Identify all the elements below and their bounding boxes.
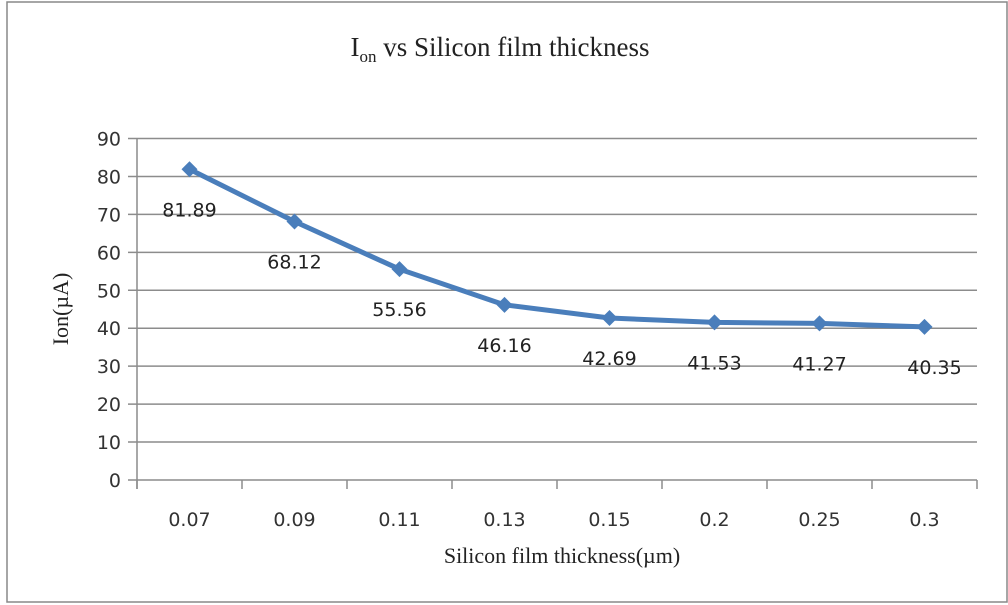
data-point — [391, 261, 408, 278]
x-tick-label: 0.2 — [699, 509, 729, 531]
x-tick-label: 0.11 — [378, 509, 420, 531]
data-label: 46.16 — [477, 335, 531, 357]
data-point — [496, 296, 513, 313]
data-label: 41.53 — [687, 352, 741, 374]
x-tick-label: 0.07 — [168, 509, 210, 531]
series-line — [188, 167, 925, 330]
data-point — [706, 314, 723, 331]
data-point — [811, 315, 828, 332]
y-axis-label: Ion(µA) — [48, 273, 73, 346]
data-point — [181, 161, 198, 178]
y-tick-label: 70 — [97, 204, 121, 226]
y-tick-label: 80 — [97, 166, 121, 188]
x-tick-label: 0.25 — [798, 509, 840, 531]
data-point — [286, 213, 303, 230]
y-tick-label: 20 — [97, 394, 121, 416]
y-tick-label: 0 — [109, 470, 121, 492]
data-label: 41.27 — [792, 353, 846, 375]
data-label: 42.69 — [582, 348, 636, 370]
data-label: 55.56 — [372, 299, 426, 321]
y-tick-label: 40 — [97, 318, 121, 340]
data-label: 81.89 — [162, 199, 216, 221]
data-label: 40.35 — [907, 357, 961, 379]
x-tick-label: 0.3 — [909, 509, 939, 531]
data-point — [916, 318, 933, 335]
y-tick-label: 60 — [97, 242, 121, 264]
chart-title: Ion vs Silicon film thickness — [351, 32, 650, 66]
y-tick-label: 50 — [97, 280, 121, 302]
x-axis-label: Silicon film thickness(µm) — [444, 543, 680, 568]
x-tick-label: 0.15 — [588, 509, 630, 531]
x-tick-label: 0.13 — [483, 509, 525, 531]
data-point — [601, 310, 618, 327]
chart-border — [6, 1, 1008, 603]
x-tick-label: 0.09 — [273, 509, 315, 531]
data-label: 68.12 — [267, 252, 321, 274]
y-tick-label: 90 — [97, 129, 121, 151]
y-tick-label: 10 — [97, 432, 121, 454]
y-tick-label: 30 — [97, 356, 121, 378]
